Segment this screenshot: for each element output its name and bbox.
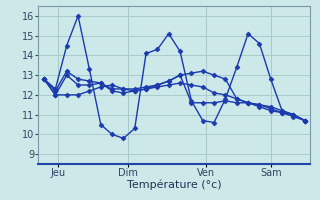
X-axis label: Température (°c): Température (°c): [127, 180, 222, 190]
